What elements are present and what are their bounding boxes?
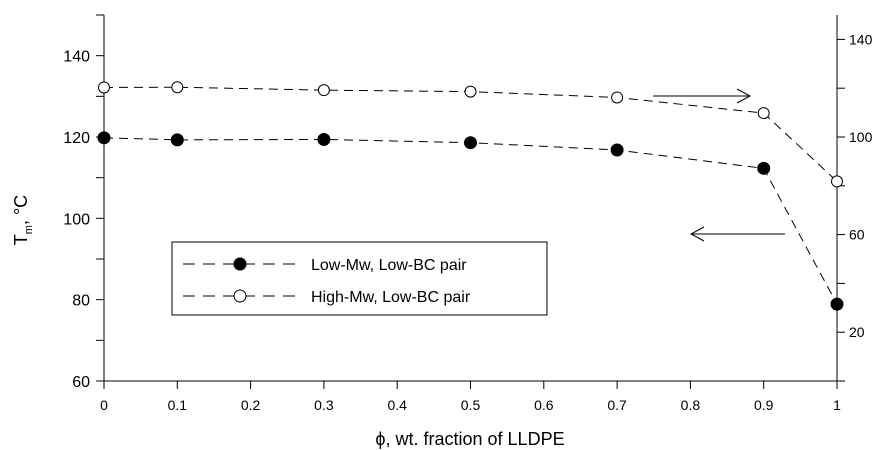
y2-tick-label: 140	[849, 31, 873, 47]
x-tick-label: 0.4	[387, 397, 407, 413]
x-axis-ticks: 0 0.1 0.2 0.3 0.4 0.5 0.6 0.7 0.8 0.9 1	[100, 381, 841, 413]
legend-marker-0	[233, 257, 247, 271]
legend-marker-1	[233, 289, 247, 303]
y2-tick-label: 100	[849, 129, 873, 145]
legend: Low-Mw, Low-BC pair High-Mw, Low-BC pair	[171, 241, 548, 316]
x-tick-label: 0.2	[241, 397, 261, 413]
right-axis-arrow	[653, 88, 752, 104]
data-point-0	[97, 131, 111, 145]
arrow-head	[736, 88, 752, 104]
data-point-1	[611, 91, 624, 104]
y-axis-left-ticks: 60 80 100 120 140	[63, 14, 104, 391]
data-point-0	[610, 143, 624, 157]
x-tick-label: 0.5	[461, 397, 481, 413]
y2-tick-label: 60	[849, 227, 865, 243]
y-axis-right-ticks: 20 60 100 140	[837, 31, 873, 382]
x-tick-label: 0.8	[681, 397, 701, 413]
legend-label-1: High-Mw, Low-BC pair	[311, 289, 471, 306]
series-line-1	[103, 86, 838, 182]
y2-tick-label: 20	[849, 324, 865, 340]
x-tick-label: 0	[100, 397, 108, 413]
data-point-1	[171, 81, 184, 94]
data-point-0	[757, 161, 771, 175]
arrow-head	[689, 226, 705, 242]
series-layer	[97, 81, 844, 311]
x-tick-label: 1	[833, 397, 841, 413]
x-tick-label: 0.7	[607, 397, 627, 413]
y-axis-label: Tm, °C	[11, 195, 35, 245]
axis-arrows	[653, 88, 785, 242]
data-point-1	[831, 175, 843, 188]
legend-label-0: Low-Mw, Low-BC pair	[311, 257, 467, 274]
data-point-0	[170, 133, 184, 147]
y-tick-label: 80	[72, 293, 90, 310]
x-axis-label: ϕ, wt. fraction of LLDPE	[375, 429, 564, 449]
left-axis-arrow	[689, 226, 785, 242]
data-point-0	[830, 297, 844, 311]
legend-box	[171, 241, 548, 316]
y-tick-label: 120	[63, 130, 90, 147]
y-tick-label: 100	[63, 211, 90, 228]
data-point-1	[98, 81, 110, 94]
axes-frame	[103, 15, 838, 382]
x-tick-label: 0.6	[534, 397, 554, 413]
data-point-1	[317, 84, 330, 97]
data-point-1	[757, 107, 770, 120]
x-tick-label: 0.1	[168, 397, 188, 413]
data-point-1	[464, 85, 477, 98]
x-tick-label: 0.3	[314, 397, 334, 413]
x-tick-label: 0.9	[754, 397, 774, 413]
y-tick-label: 60	[72, 374, 90, 391]
data-point-0	[464, 136, 477, 150]
y-tick-label: 140	[63, 49, 90, 66]
data-point-0	[317, 132, 331, 146]
